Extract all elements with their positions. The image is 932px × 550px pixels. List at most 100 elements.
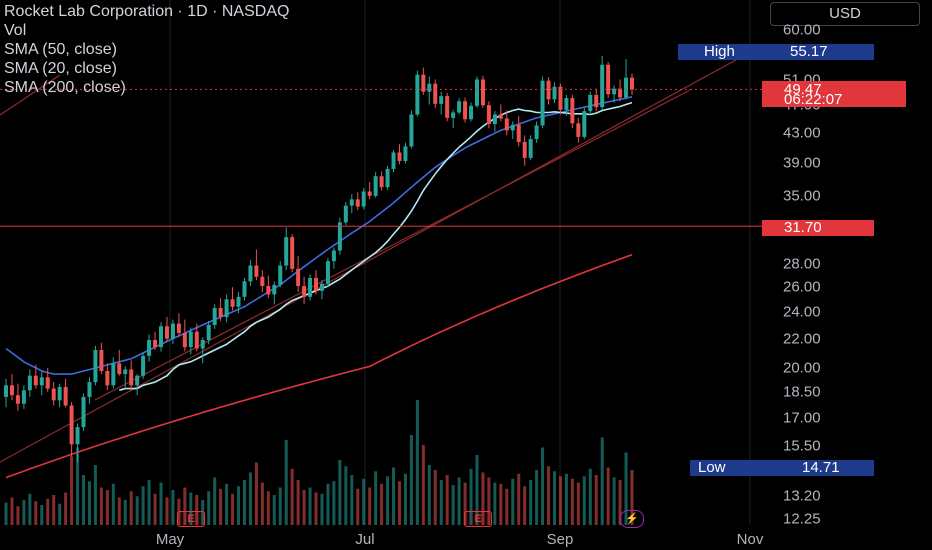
candle-body	[469, 105, 474, 120]
legend-sma-20[interactable]: SMA (20, close)	[4, 60, 117, 77]
candle-body	[528, 139, 533, 158]
volume-bar	[564, 473, 568, 525]
volume-bar	[541, 447, 545, 525]
volume-bar	[433, 470, 437, 525]
earnings-marker[interactable]: E	[177, 511, 205, 527]
volume-bar	[326, 483, 330, 525]
volume-bar	[332, 481, 336, 525]
candle-body	[296, 268, 301, 287]
volume-bar	[552, 471, 556, 525]
candle-body	[266, 286, 271, 295]
volume-bar	[451, 485, 455, 525]
volume-bar	[403, 473, 407, 525]
volume-bar	[272, 495, 276, 525]
volume-bar	[350, 475, 354, 525]
chart-legend: Rocket Lab Corporation · 1D · NASDAQ Vol…	[4, 2, 289, 97]
candle-body	[570, 98, 575, 124]
candle-body	[391, 152, 396, 169]
price-tick-label: 12.25	[783, 510, 821, 528]
volume-bar	[409, 435, 413, 525]
volume-bar	[58, 503, 62, 525]
volume-bar	[386, 476, 390, 525]
candle-body	[111, 363, 116, 386]
candle-body	[343, 205, 348, 223]
price-tick-label: 15.50	[783, 437, 821, 455]
horizontal-lines	[0, 88, 762, 227]
volume-bars	[4, 400, 634, 525]
price-tick-label: 17.00	[783, 409, 821, 427]
volume-bar	[368, 487, 372, 525]
candle-body	[534, 125, 539, 140]
volume-bar	[570, 478, 574, 525]
volume-bar	[147, 480, 151, 525]
legend-sma-200[interactable]: SMA (200, close)	[4, 79, 126, 96]
low-value: 14.71	[802, 459, 840, 476]
volume-bar	[505, 488, 509, 525]
candle-body	[272, 284, 277, 295]
candle-body	[105, 371, 110, 386]
volume-bar	[189, 492, 193, 525]
volume-bar	[606, 467, 610, 525]
candle-body	[278, 265, 283, 285]
volume-bar	[594, 475, 598, 525]
candle-body	[624, 77, 629, 98]
candle-body	[176, 323, 181, 334]
volume-bar	[493, 482, 497, 525]
volume-bar	[439, 480, 443, 525]
candle-body	[600, 64, 605, 108]
volume-bar	[4, 502, 8, 525]
current-price-tag: 49.47 06:22:07	[762, 81, 906, 108]
legend-sma-50[interactable]: SMA (50, close)	[4, 41, 117, 58]
candle-body	[33, 375, 38, 386]
volume-bar	[320, 493, 324, 525]
candle-body	[582, 111, 587, 137]
candle-body	[421, 74, 426, 92]
flash-icon[interactable]: ⚡	[620, 510, 644, 528]
price-tick-label: 26.00	[783, 278, 821, 296]
candle-body	[552, 86, 557, 100]
earnings-marker[interactable]: E	[464, 511, 492, 527]
candle-body	[290, 237, 295, 269]
candle-body	[606, 64, 611, 95]
volume-bar	[296, 480, 300, 525]
volume-bar	[213, 477, 217, 525]
low-label: Low	[698, 459, 726, 476]
volume-bar	[46, 498, 50, 525]
volume-bar	[266, 491, 270, 525]
price-tick-label: 28.00	[783, 255, 821, 273]
candle-body	[522, 141, 527, 158]
candle-body	[319, 283, 324, 291]
volume-bar	[582, 476, 586, 525]
candle-body	[314, 277, 319, 291]
volume-bar	[141, 486, 145, 525]
volume-bar	[70, 456, 74, 525]
candle-body	[254, 265, 259, 277]
volume-bar	[111, 483, 115, 525]
currency-button[interactable]: USD	[770, 2, 920, 26]
price-tick-label: 24.00	[783, 303, 821, 321]
candle-body	[27, 375, 32, 391]
candle-body	[588, 94, 593, 112]
current-price: 49.47	[784, 81, 822, 98]
candle-body	[492, 114, 497, 125]
volume-bar	[105, 490, 109, 525]
candle-body	[117, 363, 122, 375]
legend-volume[interactable]: Vol	[4, 22, 27, 39]
volume-bar	[374, 471, 378, 525]
trendline	[0, 54, 746, 463]
volume-bar	[52, 495, 56, 525]
candle-body	[325, 261, 330, 284]
low-tag: Low 14.71	[690, 459, 874, 476]
candle-body	[260, 276, 265, 287]
candle-body	[439, 96, 444, 104]
volume-bar	[93, 465, 97, 525]
volume-bar	[392, 467, 396, 525]
candle-body	[75, 427, 80, 445]
volume-bar	[153, 493, 157, 525]
candle-body	[9, 385, 14, 396]
legend-title[interactable]: Rocket Lab Corporation · 1D · NASDAQ	[4, 3, 290, 20]
candle-body	[99, 349, 104, 372]
volume-bar	[171, 490, 175, 525]
price-tick-label: 60.00	[783, 21, 821, 39]
